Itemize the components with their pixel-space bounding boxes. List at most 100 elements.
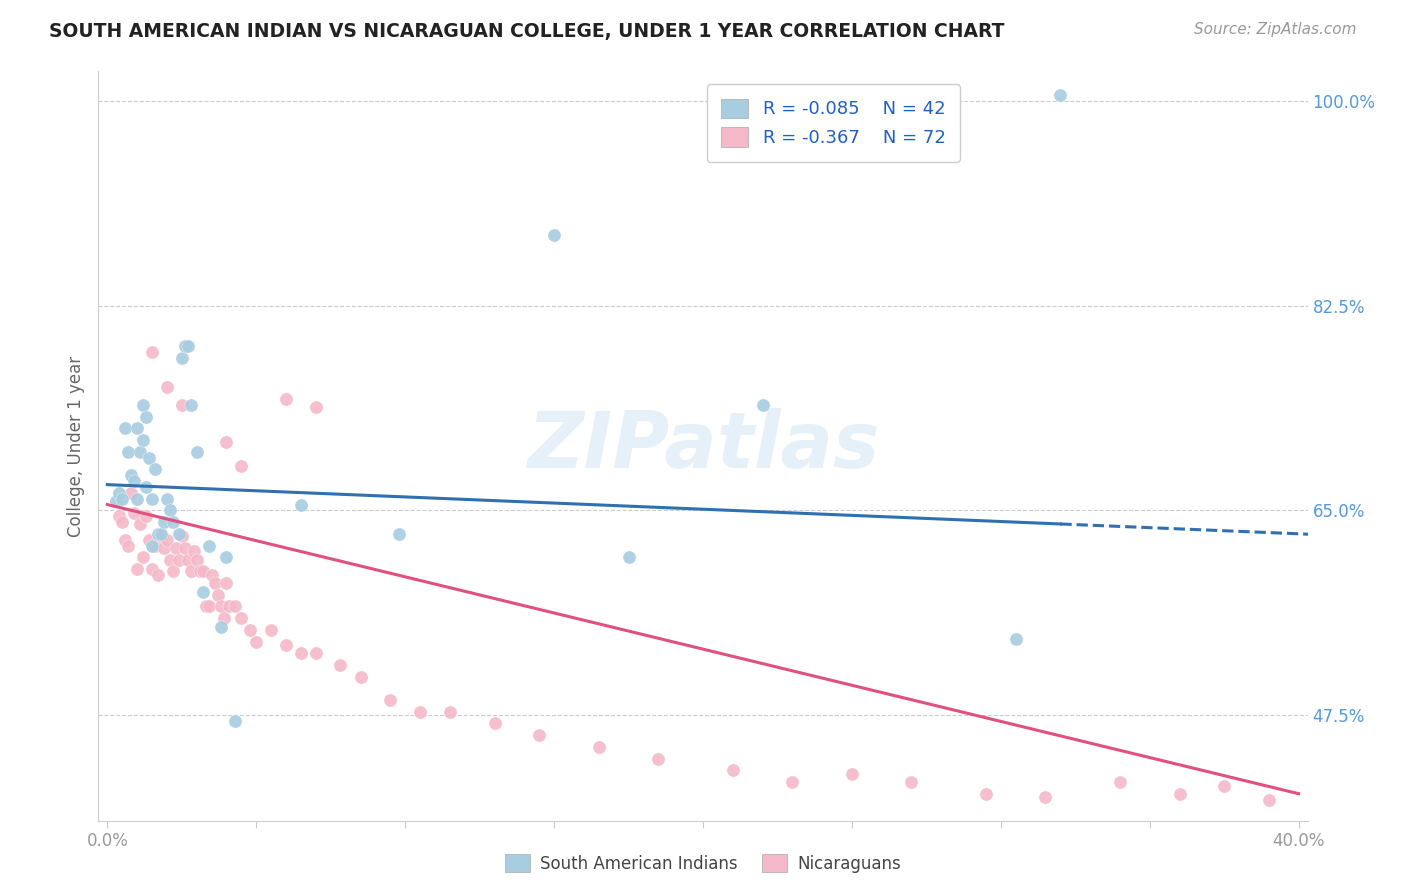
Point (224, 599, 246, 614)
Point (170, 529, 193, 543)
Point (146, 567, 169, 582)
Point (138, 450, 160, 465)
Point (305, 646, 328, 660)
Y-axis label: College, Under 1 year: College, Under 1 year (66, 355, 84, 537)
Point (108, 485, 131, 500)
Point (245, 634, 267, 648)
Point (120, 485, 142, 500)
Text: Source: ZipAtlas.com: Source: ZipAtlas.com (1194, 22, 1357, 37)
Point (224, 714, 246, 728)
Point (617, 550, 640, 565)
Point (159, 503, 181, 517)
Point (114, 533, 136, 547)
Point (127, 491, 149, 506)
Point (1168, 787, 1191, 801)
Point (231, 458, 253, 473)
Point (167, 526, 190, 541)
Point (159, 552, 181, 566)
Point (170, 398, 193, 412)
Point (1035, 790, 1057, 805)
Point (231, 611, 253, 625)
Point (329, 657, 352, 672)
Point (135, 509, 157, 524)
Point (439, 705, 461, 719)
Point (165, 541, 187, 555)
Point (380, 693, 402, 707)
Point (1049, 87, 1071, 102)
Point (138, 533, 160, 547)
Point (191, 564, 214, 578)
Point (177, 552, 200, 566)
Point (1213, 779, 1236, 793)
Point (188, 564, 211, 578)
Point (782, 775, 804, 789)
Point (527, 728, 550, 742)
Point (1004, 632, 1026, 647)
Point (974, 787, 997, 801)
Point (290, 646, 312, 660)
Point (117, 445, 139, 459)
Point (197, 539, 219, 553)
Point (167, 552, 190, 566)
Point (588, 739, 610, 754)
Point (1257, 792, 1279, 806)
Point (132, 398, 155, 412)
Point (117, 539, 139, 553)
Point (120, 468, 142, 483)
Point (239, 623, 262, 637)
Point (212, 611, 235, 625)
Point (127, 421, 149, 435)
Point (647, 751, 669, 765)
Point (122, 506, 145, 520)
Point (141, 562, 163, 576)
Point (132, 550, 155, 565)
Point (141, 491, 163, 506)
Point (215, 435, 238, 450)
Point (153, 515, 176, 529)
Legend: South American Indians, Nicaraguans: South American Indians, Nicaraguans (498, 847, 908, 880)
Point (543, 228, 565, 243)
Point (305, 401, 328, 415)
Point (409, 705, 432, 719)
Point (127, 562, 149, 576)
Point (388, 526, 411, 541)
Point (162, 564, 184, 578)
Point (1109, 775, 1132, 789)
Point (143, 539, 166, 553)
Point (218, 599, 240, 614)
Point (484, 716, 506, 731)
Point (260, 623, 283, 637)
Point (156, 533, 179, 547)
Point (841, 766, 863, 781)
Point (215, 550, 238, 565)
Point (141, 345, 163, 359)
Point (290, 498, 312, 512)
Point (274, 638, 297, 652)
Point (204, 576, 226, 591)
Point (143, 462, 166, 476)
Point (183, 544, 205, 558)
Point (209, 620, 232, 634)
Point (132, 433, 155, 447)
Point (156, 491, 179, 506)
Point (186, 445, 208, 459)
Point (751, 398, 773, 412)
Point (349, 670, 371, 684)
Point (197, 599, 219, 614)
Point (721, 764, 744, 778)
Point (180, 398, 202, 412)
Point (149, 529, 172, 543)
Text: ZIPatlas: ZIPatlas (527, 408, 879, 484)
Point (135, 409, 157, 424)
Point (191, 585, 214, 599)
Point (170, 351, 193, 366)
Point (173, 339, 195, 353)
Legend: R = -0.085    N = 42, R = -0.367    N = 72: R = -0.085 N = 42, R = -0.367 N = 72 (707, 84, 960, 161)
Point (149, 526, 172, 541)
Point (162, 515, 184, 529)
Point (111, 515, 134, 529)
Point (105, 494, 128, 508)
Point (153, 541, 176, 555)
Point (173, 541, 195, 555)
Point (135, 480, 157, 494)
